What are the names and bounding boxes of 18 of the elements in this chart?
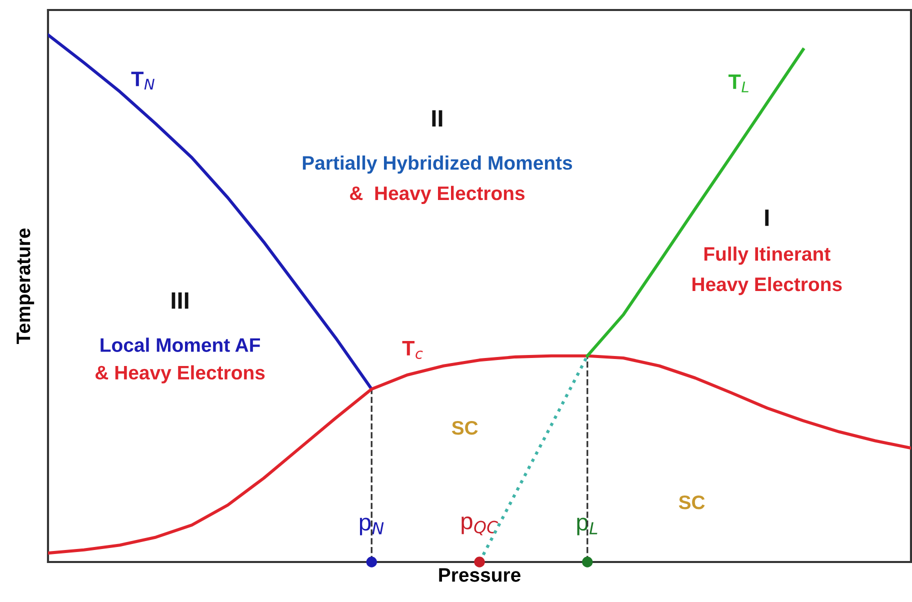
series-label: T$_{N}$ [131, 72, 154, 90]
x-tick-label: p$_{QC}$ [462, 516, 498, 536]
x-tick-label: p$_{N}$ [360, 518, 384, 536]
annotation: III [172, 292, 188, 309]
annotation: Heavy Electrons [692, 276, 842, 296]
x-axis-title: Pressure [439, 568, 520, 582]
y-axis-title: Temperature [16, 228, 34, 344]
annotation: Partially Hybridized Moments [302, 155, 572, 174]
annotation: II [432, 110, 442, 127]
annotation: I [765, 210, 769, 226]
annotation: & Heavy Electrons [350, 186, 524, 204]
annotation: & Heavy Electrons [96, 365, 265, 384]
annotation: Local Moment AF [100, 338, 260, 352]
annotation: Fully Itinerant [704, 246, 830, 265]
annotation: SC [678, 495, 705, 510]
annotation: SC [452, 420, 478, 435]
series-label: T$_{L}$ [728, 74, 748, 92]
series-label: T$_{c}$ [402, 341, 423, 359]
